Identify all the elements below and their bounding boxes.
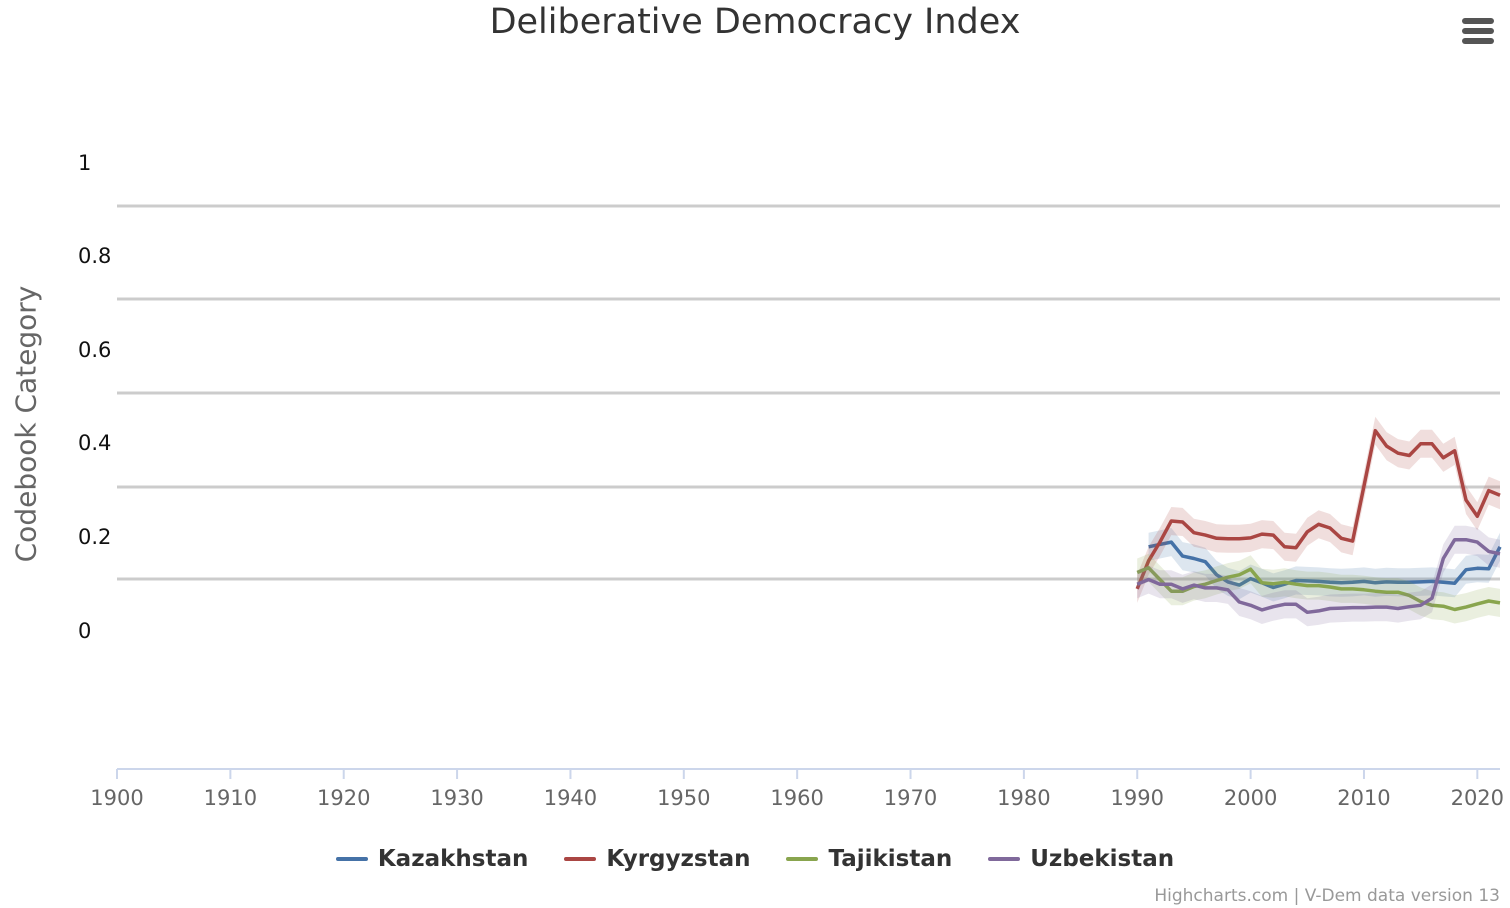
series-band (1137, 525, 1500, 627)
legend-label: Uzbekistan (1030, 846, 1175, 872)
legend-swatch (786, 857, 819, 861)
x-tick-label: 1950 (657, 786, 711, 810)
x-tick-label: 1920 (316, 786, 371, 810)
x-tick-label: 1930 (430, 786, 484, 810)
x-tick-label: 1980 (997, 786, 1051, 810)
legend-item-kazakhstan[interactable]: Kazakhstan (335, 846, 529, 872)
y-tick-label: 0.6 (78, 338, 112, 362)
legend-swatch (988, 857, 1021, 861)
hamburger-menu-icon[interactable] (1458, 14, 1498, 48)
x-tick-label: 1940 (543, 786, 598, 810)
chart-title: Deliberative Democracy Index (489, 2, 1021, 42)
legend-label: Kazakhstan (377, 846, 529, 872)
series-uzbekistan (1136, 525, 1501, 627)
series-kyrgyzstan (1135, 416, 1501, 603)
legend-swatch (564, 857, 597, 861)
series-line[interactable] (1148, 540, 1502, 590)
x-tick-label: 2010 (1337, 786, 1391, 810)
x-tick-label: 1960 (770, 786, 824, 810)
y-tick-label: 0 (78, 619, 92, 643)
x-tick-label: 1970 (883, 786, 938, 810)
legend-label: Kyrgyzstan (606, 846, 751, 872)
y-tick-label: 1 (78, 151, 92, 175)
x-tick-label: 1900 (90, 786, 144, 810)
series-band (1137, 416, 1500, 603)
chart-legend: Kazakhstan Kyrgyzstan Tajikistan Uzbekistan (0, 846, 1510, 872)
x-tick-label: 1990 (1110, 786, 1164, 810)
series-line[interactable] (1136, 537, 1501, 615)
x-tick-label: 1910 (203, 786, 258, 810)
legend-swatch (335, 857, 368, 861)
x-tick-label: 2020 (1450, 786, 1505, 810)
y-tick-label: 0.2 (78, 525, 112, 549)
legend-item-uzbekistan[interactable]: Uzbekistan (988, 846, 1174, 872)
credits[interactable]: Highcharts.com | V-Dem data version 13 (1154, 886, 1500, 906)
x-tick-label: 2000 (1223, 786, 1278, 810)
y-tick-label: 0.8 (78, 244, 112, 268)
legend-label: Tajikistan (828, 846, 953, 872)
series-line[interactable] (1135, 428, 1501, 590)
series-kazakhstan (1148, 528, 1502, 602)
legend-item-kyrgyzstan[interactable]: Kyrgyzstan (564, 846, 750, 872)
legend-item-tajikistan[interactable]: Tajikistan (786, 846, 952, 872)
y-tick-label: 0.4 (78, 431, 112, 455)
